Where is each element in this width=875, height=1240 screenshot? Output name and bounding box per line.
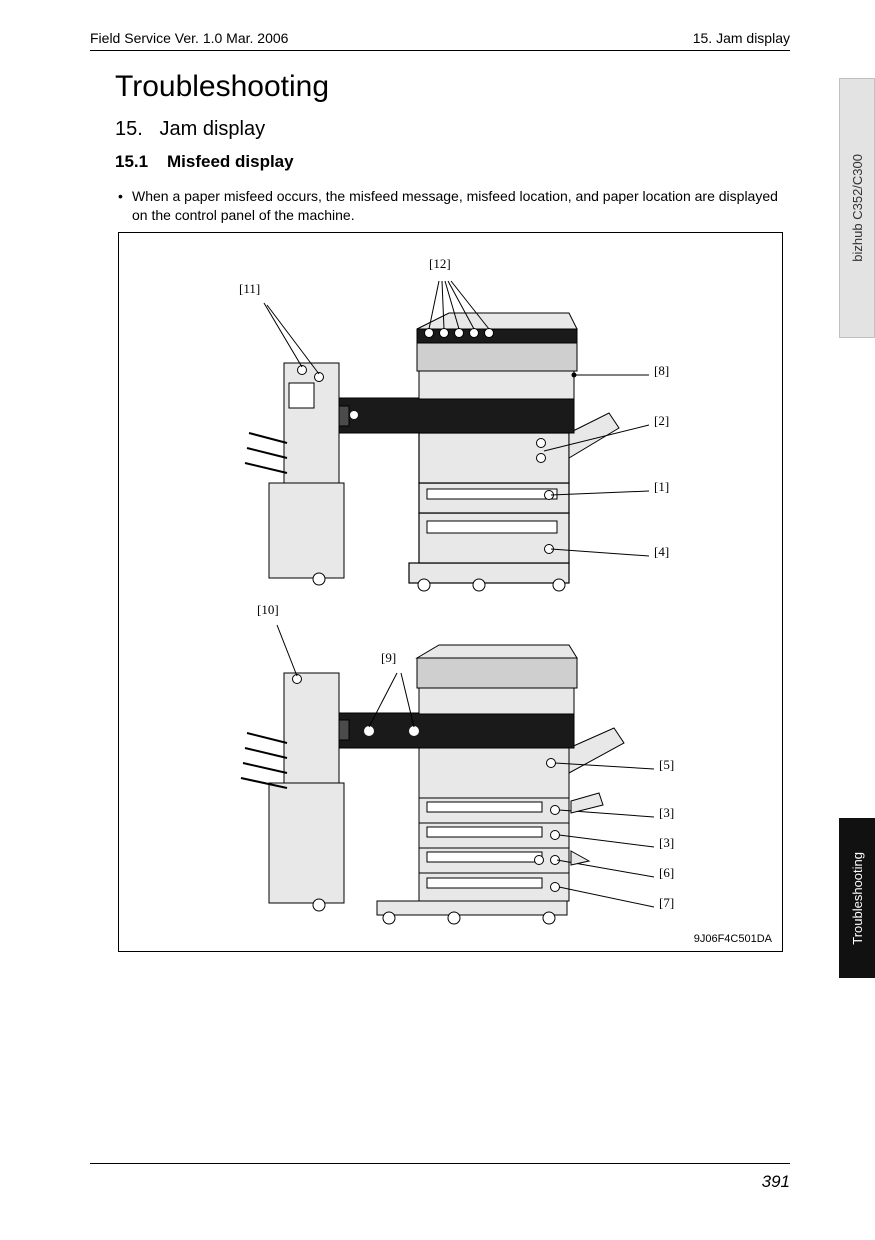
page-header: Field Service Ver. 1.0 Mar. 2006 15. Jam…	[90, 30, 790, 51]
page-title: Troubleshooting	[115, 70, 329, 104]
bullet-dot: •	[118, 187, 132, 225]
subsection-label: Misfeed display	[167, 152, 294, 171]
bullet-text: When a paper misfeed occurs, the misfeed…	[132, 187, 785, 225]
header-left: Field Service Ver. 1.0 Mar. 2006	[90, 30, 288, 46]
callout-6: [6]	[659, 865, 674, 880]
misfeed-diagram: [12] [11] [8] [2] [1] [4] [10] [9] [5] […	[118, 232, 783, 952]
side-tab-section: Troubleshooting	[839, 818, 875, 978]
callout-8: [8]	[654, 363, 669, 378]
page-number: 391	[762, 1172, 790, 1192]
side-tab-model-label: bizhub C352/C300	[850, 154, 865, 262]
subsection-number: 15.1	[115, 152, 148, 171]
callout-9: [9]	[381, 650, 396, 665]
side-tab-model: bizhub C352/C300	[839, 78, 875, 338]
upper-machine	[245, 281, 649, 591]
section-label: Jam display	[159, 118, 265, 140]
section-number: 15.	[115, 118, 143, 140]
diagram-id: 9J06F4C501DA	[694, 933, 772, 945]
callout-2: [2]	[654, 413, 669, 428]
page: Field Service Ver. 1.0 Mar. 2006 15. Jam…	[0, 0, 875, 1240]
footer-rule	[90, 1163, 790, 1164]
side-tab-section-label: Troubleshooting	[850, 852, 865, 945]
callout-3b: [3]	[659, 835, 674, 850]
callout-4: [4]	[654, 544, 669, 559]
callout-10: [10]	[257, 602, 279, 617]
callout-1: [1]	[654, 479, 669, 494]
callout-12: [12]	[429, 256, 451, 271]
section-heading: 15. Jam display	[115, 118, 265, 141]
header-right: 15. Jam display	[693, 30, 790, 46]
bullet-item: • When a paper misfeed occurs, the misfe…	[118, 187, 785, 225]
callout-7: [7]	[659, 895, 674, 910]
callout-5: [5]	[659, 757, 674, 772]
callout-3a: [3]	[659, 805, 674, 820]
subsection-heading: 15.1 Misfeed display	[115, 152, 294, 172]
callout-11: [11]	[239, 281, 260, 296]
lower-machine	[241, 625, 654, 924]
diagram-svg: [12] [11] [8] [2] [1] [4] [10] [9] [5] […	[119, 233, 784, 953]
